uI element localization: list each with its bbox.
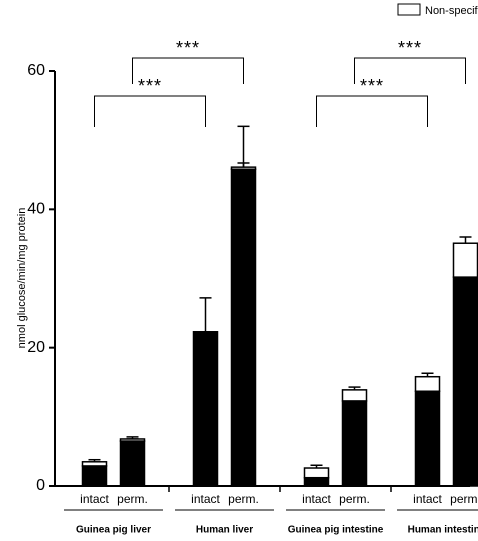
significance-label: *** [138,76,162,96]
bar-segment [452,276,478,487]
x-tick-label: perm. [117,492,148,506]
bar-segment [192,331,219,487]
group-label: Human liver [196,525,253,536]
error-bar [237,125,250,170]
x-tick-label: perm. [339,492,370,506]
legend-label: Non-specifi [425,5,478,17]
bar-segment [119,438,146,442]
x-tick-label: intact [413,492,442,506]
bar-segment [303,467,330,479]
legend-swatch [397,3,421,16]
x-tick-label: intact [191,492,220,506]
bar-segment [341,389,368,402]
bar-segment [452,242,478,278]
bar-segment [230,168,257,487]
significance-label: *** [398,38,422,58]
error-bar [126,436,139,439]
error-bar [199,297,212,332]
y-axis-label: nmol glucose/min/mg protein [16,208,28,349]
x-tick-label: intact [80,492,109,506]
bar-segment [81,461,108,467]
error-bar [310,464,323,469]
y-tick-label: 40 [27,201,45,218]
bar-segment [341,400,368,487]
x-tick-label: perm. [450,492,478,506]
group-label: Human intestine [408,525,478,536]
bar-segment [303,476,330,487]
error-bar [237,162,250,168]
y-tick-label: 60 [27,62,45,79]
x-tick-label: perm. [228,492,259,506]
x-tick-label: intact [302,492,331,506]
significance-bracket [132,57,244,84]
bar-segment [414,390,441,487]
bar-segment [230,166,257,170]
y-tick-label: 20 [27,339,45,356]
bar-segment [81,465,108,487]
error-bar [421,372,434,377]
significance-bracket [354,57,466,84]
significance-bracket [94,95,206,127]
significance-bracket [316,95,428,127]
group-label: Guinea pig liver [76,525,151,536]
bar-segment [119,440,146,487]
error-bar [348,386,361,390]
error-bar [459,236,472,244]
error-bar [88,458,101,462]
y-tick-label: 0 [36,477,45,494]
significance-label: *** [360,76,384,96]
bar-segment [414,375,441,392]
group-label: Guinea pig intestine [288,525,384,536]
significance-label: *** [176,38,200,58]
